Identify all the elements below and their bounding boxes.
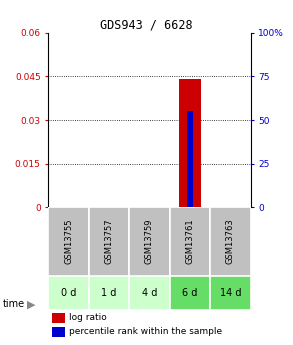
Bar [170, 207, 210, 276]
Text: 4 d: 4 d [142, 288, 157, 298]
Text: GDS943 / 6628: GDS943 / 6628 [100, 19, 193, 32]
Bar [89, 276, 129, 310]
Bar [89, 207, 129, 276]
Bar [52, 313, 64, 323]
Text: GSM13759: GSM13759 [145, 219, 154, 264]
Bar [52, 327, 64, 337]
Bar [210, 207, 251, 276]
Text: percentile rank within the sample: percentile rank within the sample [69, 327, 222, 336]
Bar [129, 207, 170, 276]
Bar [48, 276, 89, 310]
Text: log ratio: log ratio [69, 313, 106, 323]
Text: GSM13761: GSM13761 [185, 219, 194, 264]
Text: ▶: ▶ [27, 299, 36, 309]
Bar [210, 276, 251, 310]
Bar [179, 79, 201, 207]
Text: time: time [3, 299, 25, 309]
Text: GSM13763: GSM13763 [226, 219, 235, 264]
Text: 0 d: 0 d [61, 288, 76, 298]
Bar [187, 111, 193, 207]
Text: GSM13755: GSM13755 [64, 219, 73, 264]
Text: 6 d: 6 d [182, 288, 197, 298]
Text: 14 d: 14 d [219, 288, 241, 298]
Text: 1 d: 1 d [101, 288, 117, 298]
Text: GSM13757: GSM13757 [105, 219, 113, 264]
Bar [48, 207, 89, 276]
Bar [170, 276, 210, 310]
Bar [129, 276, 170, 310]
